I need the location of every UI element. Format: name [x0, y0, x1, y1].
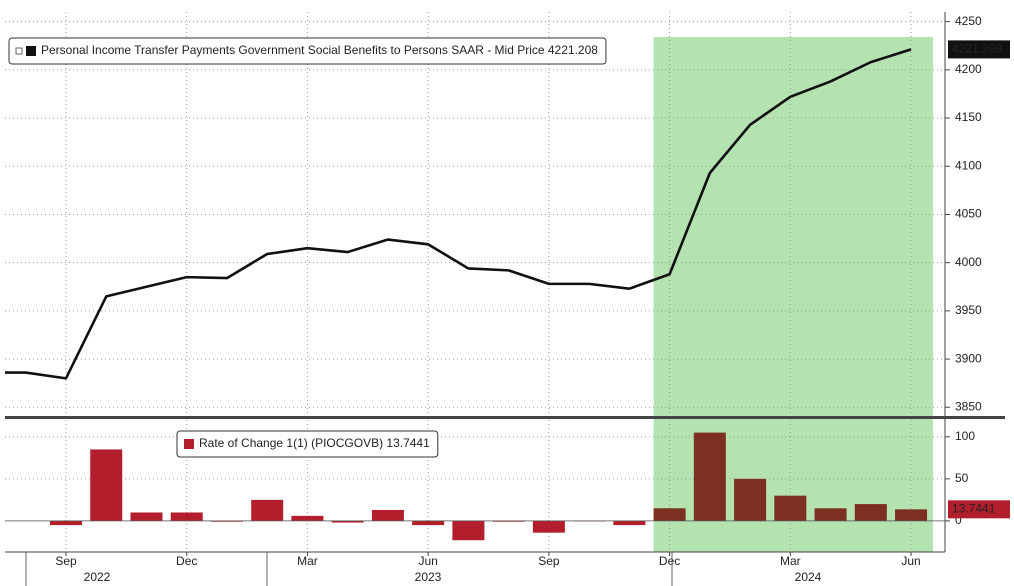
legend-swatch [26, 46, 36, 56]
x-tick-label: Mar [780, 554, 801, 568]
x-tick-label: Jun [418, 554, 437, 568]
y-tick-label: 50 [955, 471, 969, 485]
y-tick-label: 0 [955, 513, 962, 527]
y-tick-label: 4000 [955, 255, 982, 269]
bar [170, 512, 203, 521]
bar [412, 520, 445, 526]
last-value-label: 13.7441 [952, 502, 996, 516]
legend-box [176, 430, 439, 458]
bar [452, 520, 485, 541]
y-tick-label: 3950 [955, 303, 982, 317]
x-tick-label: Sep [55, 554, 77, 568]
legend-swatch [184, 439, 194, 449]
x-tick-label: Mar [297, 554, 318, 568]
bar [291, 515, 324, 521]
bar [734, 478, 767, 521]
x-tick-label: Dec [176, 554, 197, 568]
bar [50, 520, 82, 526]
y-tick-label: 4200 [955, 62, 982, 76]
y-tick-label: 3850 [955, 399, 982, 413]
legend-label: Personal Income Transfer Payments Govern… [41, 43, 598, 57]
y-tick-label: 4050 [955, 207, 982, 221]
bar [653, 508, 686, 521]
bar [492, 520, 525, 522]
bar [814, 508, 847, 521]
y-tick-label: 4100 [955, 158, 982, 172]
last-value-box [948, 500, 1010, 519]
bar [90, 449, 123, 521]
bar [895, 509, 928, 521]
y-tick-label: 4150 [955, 110, 982, 124]
x-year-label: 2022 [84, 570, 111, 584]
bar [130, 512, 163, 521]
mark-layer [5, 48, 945, 541]
last-value-box [948, 40, 1010, 59]
x-year-label: 2024 [795, 570, 822, 584]
bar [613, 520, 646, 526]
bar [210, 520, 243, 522]
legend-toggle [15, 47, 23, 55]
legend-box [8, 37, 607, 65]
x-year-label: 2023 [415, 570, 442, 584]
bar [693, 432, 726, 521]
legend-label: Rate of Change 1(1) (PIOCGOVB) 13.7441 [199, 436, 430, 450]
y-tick-label: 100 [955, 429, 975, 443]
x-tick-label: Sep [538, 554, 560, 568]
data-line [5, 48, 912, 380]
x-tick-label: Jun [901, 554, 920, 568]
y-tick-label: 3900 [955, 351, 982, 365]
y-tick-label: 4250 [955, 14, 982, 28]
bar [854, 504, 887, 521]
x-tick-label: Dec [659, 554, 680, 568]
last-value-label: 4221.208 [952, 42, 1002, 56]
overlay-layer: Sep Dec Mar Jun Sep Dec Mar Jun 2022 2023 2024 3850… [5, 12, 1010, 586]
bar [774, 495, 807, 521]
bar [532, 520, 565, 533]
bar [371, 509, 404, 521]
bar [251, 499, 284, 521]
bar [331, 520, 364, 523]
